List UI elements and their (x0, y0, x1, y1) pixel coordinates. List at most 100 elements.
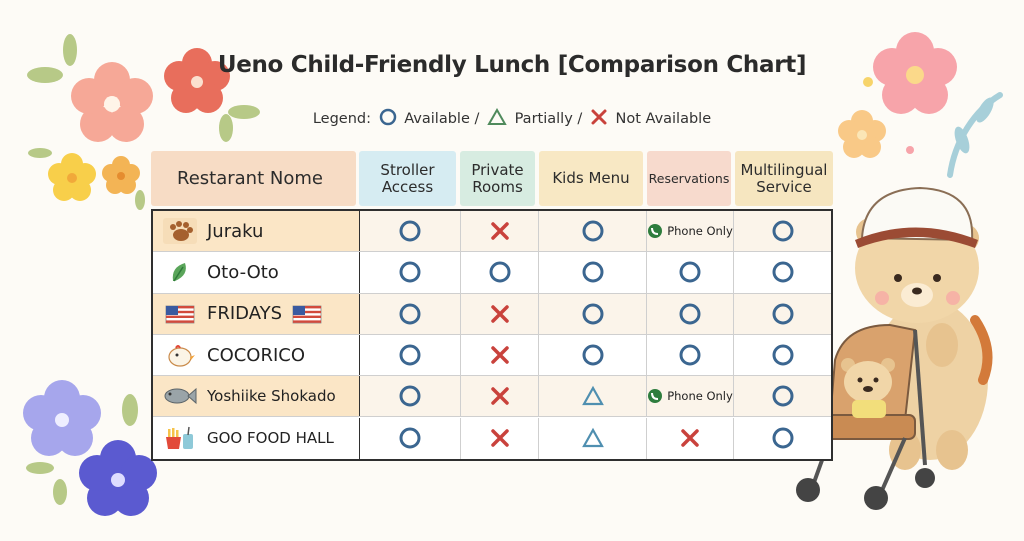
cell-stroller-access (360, 334, 461, 376)
fish-icon (163, 383, 197, 409)
circle-icon (379, 108, 397, 130)
flower-icon (71, 62, 153, 142)
table-row: COCORICO (153, 334, 831, 377)
cell-stroller-access (360, 376, 461, 417)
flower-icon (79, 440, 157, 516)
circle-icon (772, 303, 793, 325)
table-row: Oto-Oto (153, 252, 831, 294)
cell-reservations (647, 293, 734, 334)
paw-icon (163, 218, 197, 245)
circle-icon (772, 427, 793, 449)
circle-icon (582, 303, 603, 325)
restaurant-name: Oto-Oto (207, 261, 279, 283)
circle-icon (399, 303, 421, 325)
leaf-icon (28, 148, 52, 158)
dot-icon (906, 146, 914, 154)
cross-icon (681, 429, 699, 447)
table-row: GOO FOOD HALL (153, 417, 831, 459)
legend-not-available: Not Available (615, 111, 712, 127)
header-reservations: Reservations (647, 151, 731, 206)
phone-only-badge: Phone Only (647, 388, 733, 404)
leaf-icon (219, 114, 233, 142)
leaf-icon (976, 97, 994, 123)
cell-reservations (647, 252, 734, 293)
legend: Legend: Available / Partially / Not Avai… (0, 107, 1024, 130)
legend-available: Available / (404, 111, 480, 127)
leaf-icon (135, 190, 145, 210)
restaurant-name: GOO FOOD HALL (207, 429, 334, 448)
fries-drink-icon (163, 425, 197, 451)
circle-icon (772, 385, 793, 407)
chick-icon (163, 342, 197, 368)
circle-icon (582, 220, 603, 242)
table-row: FRIDAYS (153, 293, 831, 335)
leaf-icon (228, 105, 260, 119)
restaurant-name-cell: Oto-Oto (153, 252, 360, 293)
cell-reservations: Phone Only (647, 211, 734, 252)
leaf-icon (163, 259, 197, 285)
cell-kids-menu (539, 293, 647, 334)
restaurant-name: COCORICO (207, 344, 306, 366)
table-row: Juraku Phone Only (153, 211, 831, 253)
cell-private-rooms (461, 376, 539, 417)
circle-icon (679, 303, 701, 325)
restaurant-name-cell: FRIDAYS (153, 293, 360, 334)
circle-icon (399, 344, 421, 366)
cell-reservations (647, 334, 734, 376)
leaf-icon (63, 34, 77, 66)
leaf-icon (26, 462, 54, 474)
restaurant-name-cell: Yoshiike Shokado (153, 376, 360, 417)
leaf-icon (122, 394, 138, 426)
cell-kids-menu (539, 417, 647, 459)
phone-icon (648, 224, 663, 239)
cross-icon (490, 304, 509, 323)
header-restaurant-name: Restarant Nome (151, 151, 356, 206)
cell-kids-menu (539, 334, 647, 376)
cell-kids-menu (539, 376, 647, 417)
restaurant-name-cell: COCORICO (153, 334, 360, 376)
leaf-icon (53, 479, 67, 505)
cell-private-rooms (461, 417, 539, 459)
legend-prefix: Legend: (312, 111, 372, 127)
circle-icon (399, 220, 421, 242)
flower-icon (873, 32, 957, 114)
cell-private-rooms (461, 293, 539, 334)
cross-icon (490, 387, 509, 406)
cell-multilingual-service (734, 335, 831, 375)
flower-icon (23, 380, 101, 456)
flower-icon (164, 48, 230, 113)
circle-icon (772, 344, 793, 366)
circle-icon (772, 261, 793, 283)
legend-partially: Partially / (514, 111, 583, 127)
us-flag-icon (290, 301, 324, 327)
circle-icon (582, 261, 603, 283)
phone-only-label: Phone Only (667, 389, 733, 404)
us-flag-icon (163, 301, 197, 327)
circle-icon (679, 261, 701, 283)
circle-icon (489, 261, 510, 283)
phone-only-label: Phone Only (667, 224, 733, 239)
cell-reservations (647, 417, 734, 459)
comparison-table: Juraku Phone Only Oto-Oto FRIDAYS COCORICO Yo… (151, 209, 833, 461)
page-title: Ueno Child-Friendly Lunch [Comparison Ch… (217, 52, 807, 78)
cross-icon (490, 346, 509, 364)
leaf-icon (27, 67, 63, 83)
circle-icon (399, 261, 421, 283)
cell-multilingual-service (734, 376, 831, 416)
cell-private-rooms (461, 334, 539, 376)
cell-stroller-access (360, 211, 461, 252)
cell-private-rooms (461, 211, 539, 252)
triangle-icon (581, 386, 604, 406)
flower-icon (102, 156, 140, 194)
cell-multilingual-service (734, 252, 831, 292)
cell-multilingual-service (734, 418, 831, 459)
restaurant-name: Yoshiike Shokado (207, 387, 336, 406)
phone-only-badge: Phone Only (647, 223, 733, 239)
cell-reservations: Phone Only (647, 376, 734, 417)
table-row: Yoshiike Shokado Phone Only (153, 376, 831, 418)
cross-icon (590, 108, 608, 130)
circle-icon (679, 344, 701, 366)
cell-stroller-access (360, 417, 461, 459)
cell-kids-menu (539, 211, 647, 252)
header-stroller-access: Stroller Access (359, 151, 456, 206)
